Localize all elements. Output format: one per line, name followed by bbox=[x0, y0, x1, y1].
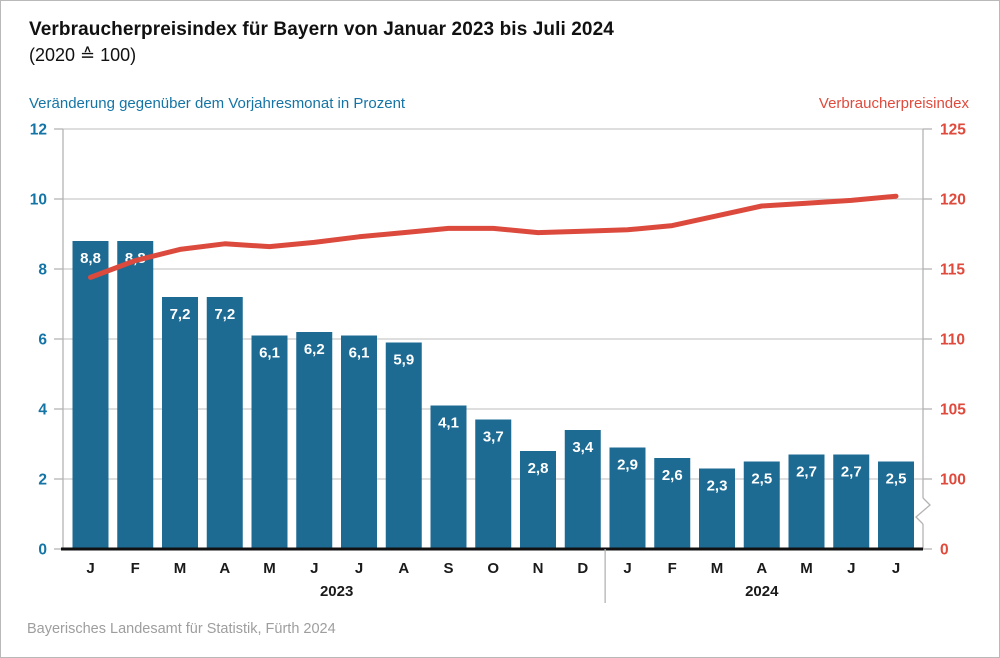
bar bbox=[341, 335, 377, 549]
month-label: F bbox=[131, 560, 140, 577]
bar bbox=[385, 342, 422, 549]
left-axis-tick-label: 2 bbox=[38, 472, 47, 489]
month-label: J bbox=[86, 560, 94, 577]
month-label: S bbox=[443, 560, 453, 577]
left-axis-tick-label: 10 bbox=[30, 192, 47, 209]
bar bbox=[251, 335, 288, 549]
right-axis-tick-label: 120 bbox=[940, 192, 966, 209]
month-label: O bbox=[487, 560, 499, 577]
year-label: 2023 bbox=[320, 583, 353, 600]
bar bbox=[743, 461, 780, 549]
chart-subtitle: (2020 ≙ 100) bbox=[29, 45, 137, 65]
bar bbox=[206, 297, 243, 549]
bar-value-label: 6,1 bbox=[259, 345, 280, 362]
month-label: D bbox=[577, 560, 588, 577]
right-axis-tick-label: 110 bbox=[940, 332, 965, 349]
bar bbox=[878, 461, 914, 549]
left-axis-tick-label: 12 bbox=[30, 122, 47, 139]
bar-value-label: 2,6 bbox=[662, 467, 683, 484]
bar bbox=[609, 447, 646, 549]
bar-value-label: 2,7 bbox=[841, 464, 862, 481]
bar bbox=[564, 430, 601, 549]
bar bbox=[833, 454, 870, 549]
month-label: J bbox=[892, 560, 900, 577]
bar-value-label: 2,8 bbox=[528, 460, 549, 477]
bar-value-label: 2,5 bbox=[886, 471, 907, 488]
left-axis-tick-label: 0 bbox=[38, 542, 47, 559]
left-axis-header: Veränderung gegenüber dem Vorjahresmonat… bbox=[29, 95, 406, 112]
right-axis-tick-label: 100 bbox=[940, 472, 966, 489]
bar-value-label: 3,4 bbox=[572, 439, 594, 456]
right-axis-tick-label: 125 bbox=[940, 122, 966, 139]
month-label: A bbox=[219, 560, 230, 577]
right-axis-header: Verbraucherpreisindex bbox=[818, 95, 969, 112]
bar-value-label: 2,7 bbox=[796, 464, 817, 481]
month-label: M bbox=[800, 560, 813, 577]
month-label: J bbox=[310, 560, 318, 577]
right-axis-tick-label: 105 bbox=[940, 402, 966, 419]
left-axis-tick-label: 8 bbox=[38, 262, 47, 279]
index-line bbox=[88, 193, 899, 280]
month-label: M bbox=[174, 560, 187, 577]
bar bbox=[296, 332, 333, 549]
right-axis-tick-label: 0 bbox=[940, 542, 949, 559]
month-label: N bbox=[533, 560, 544, 577]
bar bbox=[788, 454, 825, 549]
bar-value-label: 7,2 bbox=[170, 306, 191, 323]
bar-value-label: 2,9 bbox=[617, 457, 638, 474]
month-label: A bbox=[398, 560, 409, 577]
bar-value-label: 6,1 bbox=[349, 345, 370, 362]
bar bbox=[520, 451, 556, 549]
month-label: F bbox=[668, 560, 677, 577]
right-axis bbox=[915, 128, 932, 550]
month-label: M bbox=[263, 560, 276, 577]
bar bbox=[699, 468, 735, 549]
year-label: 2024 bbox=[745, 583, 779, 600]
month-label: A bbox=[756, 560, 767, 577]
chart-title: Verbraucherpreisindex für Bayern von Jan… bbox=[29, 19, 614, 40]
bar bbox=[72, 241, 109, 549]
axis-break-icon bbox=[915, 497, 931, 525]
bar-value-label: 6,2 bbox=[304, 341, 325, 358]
bar bbox=[475, 419, 512, 549]
left-axis-tick-label: 6 bbox=[38, 332, 47, 349]
source-footer: Bayerisches Landesamt für Statistik, Für… bbox=[27, 621, 336, 637]
gridlines bbox=[63, 128, 923, 480]
bar-value-label: 3,7 bbox=[483, 429, 504, 446]
month-label: J bbox=[355, 560, 363, 577]
left-axis-tick-label: 4 bbox=[38, 402, 47, 419]
bar bbox=[162, 297, 198, 549]
month-label: J bbox=[623, 560, 631, 577]
month-label: M bbox=[711, 560, 724, 577]
month-label: J bbox=[847, 560, 855, 577]
bar-value-label: 7,2 bbox=[214, 306, 235, 323]
left-axis bbox=[54, 128, 64, 550]
bar bbox=[117, 241, 154, 549]
bar-value-label: 8,8 bbox=[80, 250, 101, 267]
bar bbox=[430, 405, 467, 549]
bar-value-label: 4,1 bbox=[438, 415, 459, 432]
bar-value-label: 2,3 bbox=[707, 478, 728, 495]
bar-value-label: 2,5 bbox=[751, 471, 772, 488]
bar bbox=[654, 458, 691, 549]
bar-value-label: 5,9 bbox=[393, 352, 414, 369]
bar-series bbox=[72, 241, 914, 549]
right-axis-tick-label: 115 bbox=[940, 262, 965, 279]
